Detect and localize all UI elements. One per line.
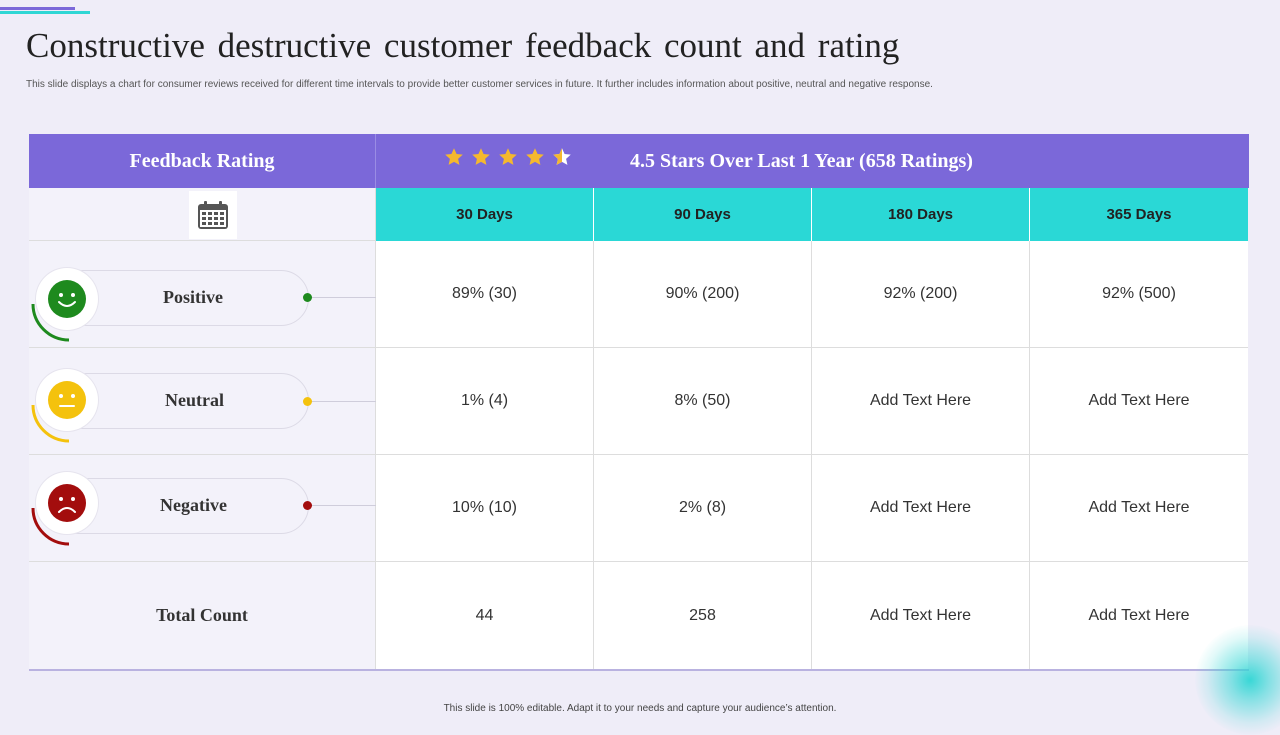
row-label-negative: Negative <box>29 455 376 562</box>
positive-dot <box>303 293 312 302</box>
smile-face-icon <box>36 268 98 330</box>
row-label-neutral: Neutral <box>29 348 376 455</box>
footer-note: This slide is 100% editable. Adapt it to… <box>443 703 837 714</box>
header-feedback-rating: Feedback Rating <box>29 134 376 188</box>
cell-negative-30: 10% (10) <box>376 455 594 562</box>
star-rating <box>444 147 572 167</box>
cell-negative-180: Add Text Here <box>812 455 1030 562</box>
label-positive: Positive <box>163 287 223 307</box>
cell-positive-90: 90% (200) <box>594 241 812 348</box>
column-header-365-days: 365 Days <box>1030 188 1248 241</box>
accent-line-teal <box>0 11 90 14</box>
sad-face-icon <box>36 472 98 534</box>
star-icon <box>526 148 544 165</box>
negative-arc <box>31 507 70 546</box>
cell-negative-90: 2% (8) <box>594 455 812 562</box>
cell-negative-365: Add Text Here <box>1030 455 1248 562</box>
feedback-table: Feedback Rating 4.5 Stars Over Last 1 Ye… <box>29 134 1249 671</box>
connector-line <box>309 505 376 506</box>
cell-total-30: 44 <box>376 562 594 669</box>
column-header-90-days: 90 Days <box>594 188 812 241</box>
neutral-dot <box>303 397 312 406</box>
cell-total-180: Add Text Here <box>812 562 1030 669</box>
page-subtitle: This slide displays a chart for consumer… <box>26 79 933 90</box>
star-icon <box>499 148 517 165</box>
label-neutral: Neutral <box>165 390 224 410</box>
cell-neutral-180: Add Text Here <box>812 348 1030 455</box>
star-icon <box>472 148 490 165</box>
calendar-cell <box>29 188 376 241</box>
cell-neutral-90: 8% (50) <box>594 348 812 455</box>
cell-positive-30: 89% (30) <box>376 241 594 348</box>
cell-positive-365: 92% (500) <box>1030 241 1248 348</box>
cell-neutral-30: 1% (4) <box>376 348 594 455</box>
neutral-face-icon <box>36 369 98 431</box>
page-title: Constructive destructive customer feedba… <box>26 26 900 65</box>
header-star-rating: 4.5 Stars Over Last 1 Year (658 Ratings) <box>376 134 1249 188</box>
negative-dot <box>303 501 312 510</box>
connector-line <box>309 297 376 298</box>
calendar-icon <box>189 191 237 239</box>
accent-line-purple <box>0 7 75 10</box>
neutral-arc <box>31 404 70 443</box>
connector-line <box>309 401 376 402</box>
cell-neutral-365: Add Text Here <box>1030 348 1248 455</box>
label-total-count: Total Count <box>29 562 376 669</box>
star-icon <box>445 148 463 165</box>
positive-arc <box>31 303 70 342</box>
rating-summary: 4.5 Stars Over Last 1 Year (658 Ratings) <box>630 150 973 172</box>
decorative-glow <box>1195 625 1280 735</box>
cell-positive-180: 92% (200) <box>812 241 1030 348</box>
half-star-icon <box>553 148 571 165</box>
column-header-30-days: 30 Days <box>376 188 594 241</box>
row-label-positive: Positive <box>29 241 376 348</box>
cell-total-90: 258 <box>594 562 812 669</box>
column-header-180-days: 180 Days <box>812 188 1030 241</box>
label-negative: Negative <box>160 495 227 515</box>
